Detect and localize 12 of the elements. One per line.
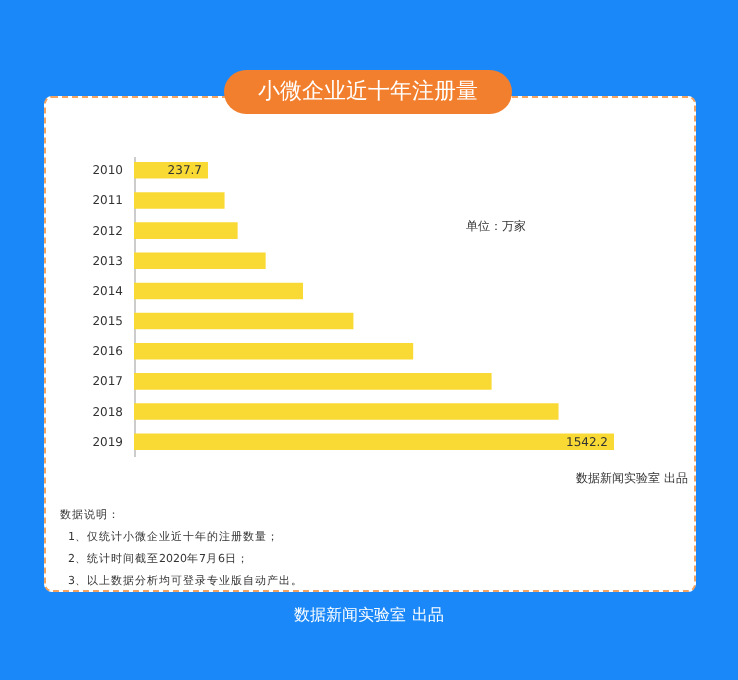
bar xyxy=(134,282,304,300)
chart-title: 小微企业近十年注册量 xyxy=(224,70,512,114)
bar xyxy=(134,192,225,209)
bar xyxy=(134,222,238,239)
bar xyxy=(134,252,266,270)
bar xyxy=(134,403,559,420)
bar xyxy=(134,312,354,330)
bar xyxy=(134,433,614,450)
text: 数据新闻实验室 出品 xyxy=(292,604,446,626)
bar xyxy=(134,162,208,179)
bar xyxy=(134,373,492,390)
bar xyxy=(134,342,414,360)
